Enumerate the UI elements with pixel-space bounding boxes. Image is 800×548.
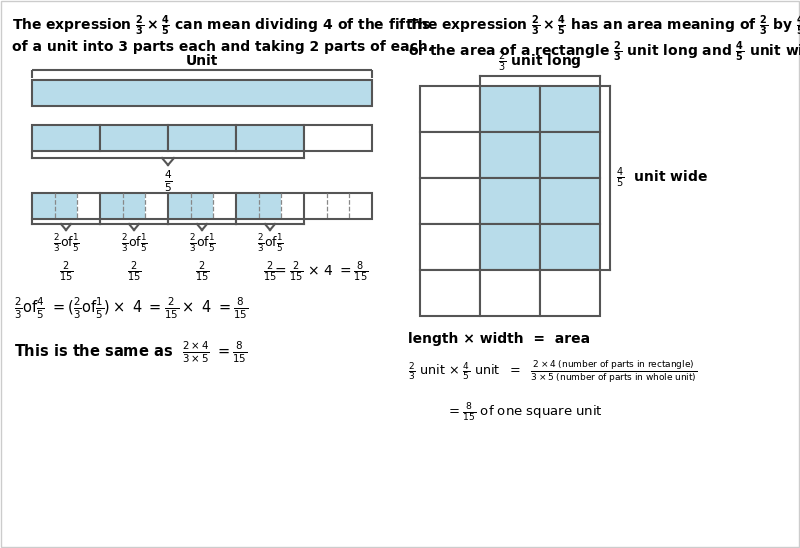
Bar bbox=[100, 125, 168, 151]
Bar bbox=[480, 86, 540, 132]
Bar bbox=[480, 270, 540, 316]
Bar bbox=[420, 270, 480, 316]
Text: $\frac{2}{3}$of$\frac{4}{5}$ $= (\frac{2}{3}$of$\frac{1}{5}) \times$ 4 $= \frac{: $\frac{2}{3}$of$\frac{4}{5}$ $= (\frac{2… bbox=[14, 296, 249, 321]
Text: $\frac{2}{3}$of$\frac{1}{5}$: $\frac{2}{3}$of$\frac{1}{5}$ bbox=[189, 232, 215, 254]
Text: $\frac{2}{15}$: $\frac{2}{15}$ bbox=[127, 260, 141, 284]
Bar bbox=[214, 193, 236, 219]
Bar bbox=[540, 270, 600, 316]
Bar bbox=[78, 193, 100, 219]
Text: $\frac{2}{3}$of$\frac{1}{5}$: $\frac{2}{3}$of$\frac{1}{5}$ bbox=[121, 232, 147, 254]
Text: $\frac{2}{3}$ unit long: $\frac{2}{3}$ unit long bbox=[498, 50, 582, 74]
Bar bbox=[480, 178, 540, 224]
Bar bbox=[304, 125, 372, 151]
Bar bbox=[282, 193, 304, 219]
Text: $\frac{4}{5}$  unit wide: $\frac{4}{5}$ unit wide bbox=[616, 166, 708, 190]
Text: $\frac{2}{3}$of$\frac{1}{5}$: $\frac{2}{3}$of$\frac{1}{5}$ bbox=[53, 232, 79, 254]
Text: $\frac{2}{15}$: $\frac{2}{15}$ bbox=[263, 260, 277, 284]
Bar bbox=[540, 178, 600, 224]
Text: $\frac{2}{15}$: $\frac{2}{15}$ bbox=[195, 260, 209, 284]
Bar bbox=[304, 193, 326, 219]
Text: of a unit into 3 parts each and taking 2 parts of each.: of a unit into 3 parts each and taking 2… bbox=[12, 40, 433, 54]
Bar bbox=[420, 86, 480, 132]
Bar bbox=[420, 132, 480, 178]
Bar bbox=[540, 86, 600, 132]
Bar bbox=[420, 178, 480, 224]
Bar bbox=[326, 193, 350, 219]
Bar bbox=[236, 193, 258, 219]
Text: $= \frac{2}{15}$ × 4 $= \frac{8}{15}$: $= \frac{2}{15}$ × 4 $= \frac{8}{15}$ bbox=[272, 260, 368, 284]
Bar bbox=[480, 132, 540, 178]
Text: Unit: Unit bbox=[186, 54, 218, 68]
Bar bbox=[190, 193, 214, 219]
Text: $=  \frac{8}{15}$ of one square unit: $= \frac{8}{15}$ of one square unit bbox=[446, 402, 603, 424]
Text: $\frac{2}{3}$of$\frac{1}{5}$: $\frac{2}{3}$of$\frac{1}{5}$ bbox=[257, 232, 283, 254]
Text: or the area of a rectangle $\mathbf{\frac{2}{3}}$ unit long and $\mathbf{\frac{4: or the area of a rectangle $\mathbf{\fra… bbox=[408, 40, 800, 64]
Text: $\frac{2}{3}$ unit × $\frac{4}{5}$ unit  $=$  $\frac{2 \times 4 \text{ (number o: $\frac{2}{3}$ unit × $\frac{4}{5}$ unit … bbox=[408, 358, 698, 384]
Text: The expression $\mathbf{\frac{2}{3} \times \frac{4}{5}}$ has an area meaning of : The expression $\mathbf{\frac{2}{3} \tim… bbox=[408, 14, 800, 38]
Bar bbox=[54, 193, 78, 219]
Bar bbox=[420, 224, 480, 270]
Bar bbox=[146, 193, 168, 219]
Text: length × width  =  area: length × width = area bbox=[408, 332, 590, 346]
Bar bbox=[32, 125, 100, 151]
Text: $\frac{2}{15}$: $\frac{2}{15}$ bbox=[59, 260, 73, 284]
Bar bbox=[122, 193, 146, 219]
Bar bbox=[168, 193, 190, 219]
Bar bbox=[32, 193, 54, 219]
Bar bbox=[32, 193, 372, 219]
Bar bbox=[100, 193, 122, 219]
Bar bbox=[540, 224, 600, 270]
Text: This is the same as  $\frac{2 \times 4}{3 \times 5}$ $= \frac{8}{15}$: This is the same as $\frac{2 \times 4}{3… bbox=[14, 340, 247, 366]
Bar bbox=[540, 132, 600, 178]
Text: The expression $\mathbf{\frac{2}{3} \times \frac{4}{5}}$ can mean dividing 4 of : The expression $\mathbf{\frac{2}{3} \tim… bbox=[12, 14, 431, 38]
Bar bbox=[350, 193, 372, 219]
Bar bbox=[258, 193, 282, 219]
Text: $\frac{4}{5}$: $\frac{4}{5}$ bbox=[164, 168, 172, 193]
Bar bbox=[236, 125, 304, 151]
Bar bbox=[168, 125, 236, 151]
Bar bbox=[480, 224, 540, 270]
Bar bbox=[32, 80, 372, 106]
